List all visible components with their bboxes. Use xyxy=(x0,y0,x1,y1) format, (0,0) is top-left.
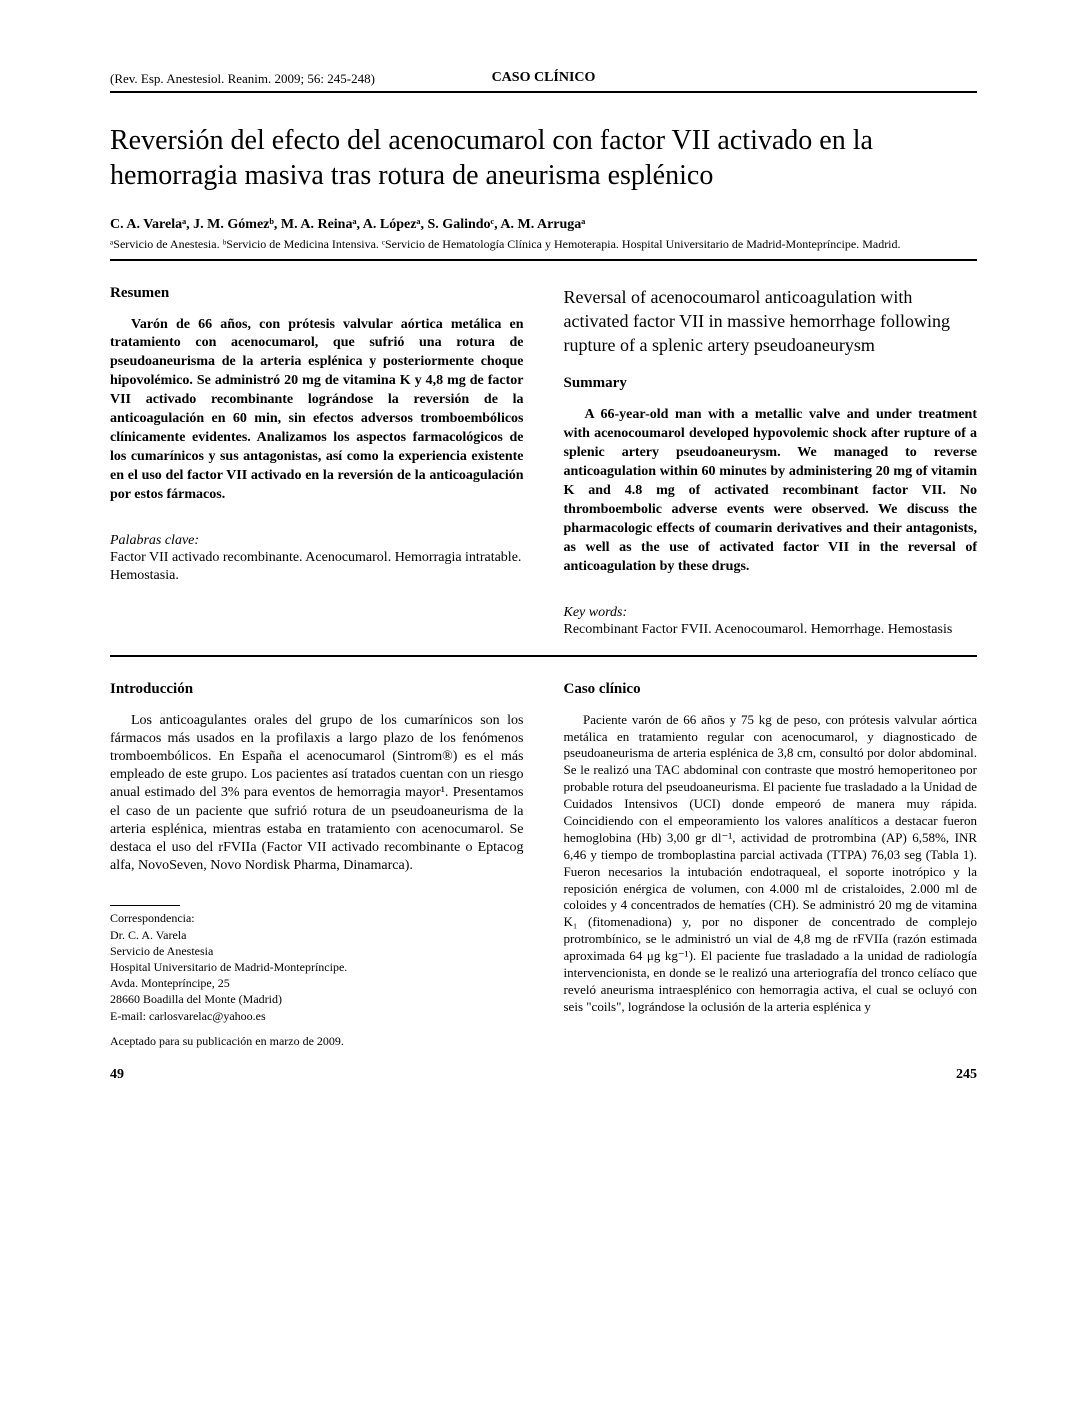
english-title: Reversal of acenocoumarol anticoagulatio… xyxy=(564,285,978,358)
footer-right-number: 245 xyxy=(956,1067,977,1083)
body-row: Introducción Los anticoagulantes orales … xyxy=(110,681,977,1049)
caso-column: Caso clínico Paciente varón de 66 años y… xyxy=(564,681,978,1049)
affiliation-line: ᵃServicio de Anestesia. ᵇServicio de Med… xyxy=(110,237,977,253)
correspondence-line: 28660 Boadilla del Monte (Madrid) xyxy=(110,991,524,1007)
caso-heading: Caso clínico xyxy=(564,681,978,698)
footer-left-number: 49 xyxy=(110,1067,124,1083)
correspondence-divider xyxy=(110,905,180,906)
summary-heading: Summary xyxy=(564,375,978,392)
resumen-column: Resumen Varón de 66 años, con prótesis v… xyxy=(110,285,524,639)
resumen-heading: Resumen xyxy=(110,285,524,302)
article-type-label: CASO CLÍNICO xyxy=(492,70,596,86)
correspondence-block: Correspondencia: Dr. C. A. Varela Servic… xyxy=(110,910,524,1023)
caso-text: Paciente varón de 66 años y 75 kg de pes… xyxy=(564,712,978,1016)
divider-mid xyxy=(110,655,977,657)
authors-line: C. A. Varelaᵃ, J. M. Gómezᵇ, M. A. Reina… xyxy=(110,217,977,233)
keywords-label: Key words: xyxy=(564,605,978,621)
page-footer: 49 245 xyxy=(110,1067,977,1083)
article-title: Reversión del efecto del acenocumarol co… xyxy=(110,123,977,193)
intro-column: Introducción Los anticoagulantes orales … xyxy=(110,681,524,1049)
summary-column: Reversal of acenocoumarol anticoagulatio… xyxy=(564,285,978,639)
correspondence-line: Avda. Montepríncipe, 25 xyxy=(110,975,524,991)
divider-top xyxy=(110,259,977,261)
correspondence-line: Hospital Universitario de Madrid-Montepr… xyxy=(110,959,524,975)
correspondence-line: Servicio de Anestesia xyxy=(110,943,524,959)
abstract-row: Resumen Varón de 66 años, con prótesis v… xyxy=(110,285,977,639)
keywords-text: Recombinant Factor FVII. Acenocoumarol. … xyxy=(564,621,978,639)
correspondence-label: Correspondencia: xyxy=(110,910,524,926)
introduccion-text: Los anticoagulantes orales del grupo de … xyxy=(110,712,524,876)
acceptance-line: Aceptado para su publicación en marzo de… xyxy=(110,1034,524,1049)
correspondence-line: E-mail: carlosvarelac@yahoo.es xyxy=(110,1008,524,1024)
palabras-clave-label: Palabras clave: xyxy=(110,533,524,549)
introduccion-heading: Introducción xyxy=(110,681,524,698)
palabras-clave-text: Factor VII activado recombinante. Acenoc… xyxy=(110,549,524,585)
resumen-text: Varón de 66 años, con prótesis valvular … xyxy=(110,316,524,505)
header-bar: (Rev. Esp. Anestesiol. Reanim. 2009; 56:… xyxy=(110,70,977,93)
citation-text: (Rev. Esp. Anestesiol. Reanim. 2009; 56:… xyxy=(110,71,375,87)
correspondence-line: Dr. C. A. Varela xyxy=(110,927,524,943)
summary-text: A 66-year-old man with a metallic valve … xyxy=(564,406,978,576)
